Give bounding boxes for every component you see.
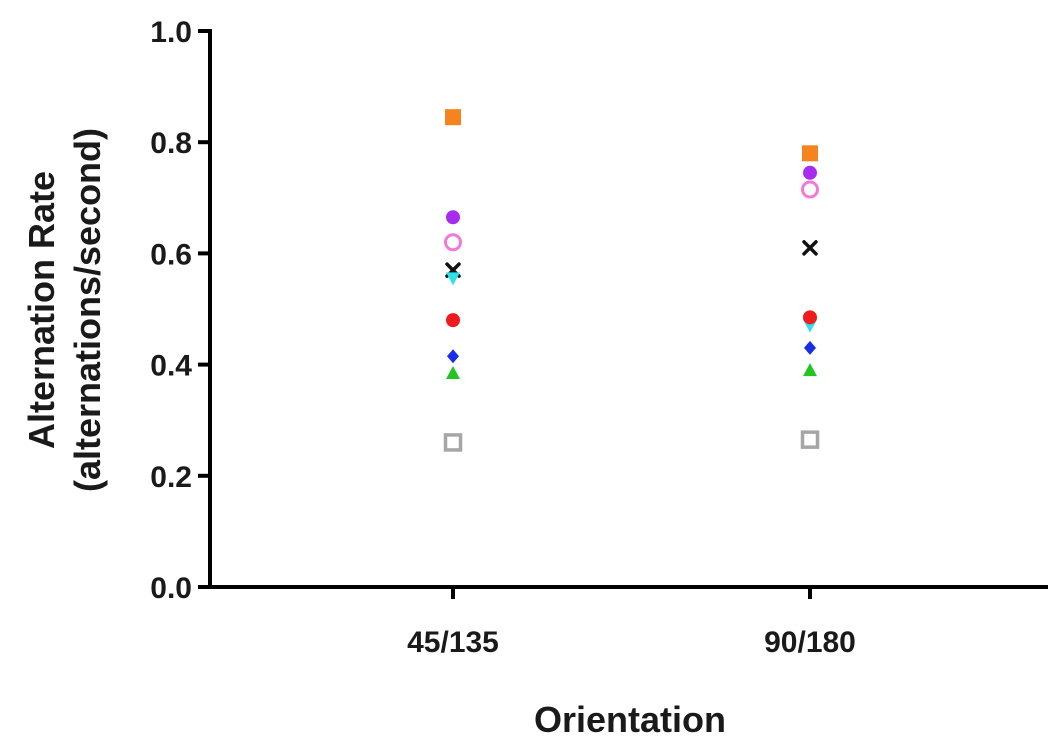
y-axis-title: Alternation Rate (alternations/second) [21, 128, 108, 492]
y-tick-label: 0.4 [150, 350, 192, 383]
data-point [800, 430, 820, 449]
data-point [447, 349, 459, 364]
data-point [446, 313, 460, 328]
data-point [802, 240, 818, 256]
x-tick-label: 90/180 [764, 626, 856, 659]
data-point [801, 180, 819, 199]
y-tick-label: 0.6 [150, 238, 192, 271]
data-point [443, 433, 463, 452]
x-axis: 45/135 90/180 [208, 585, 1048, 659]
data-point [803, 363, 817, 377]
y-tick-label: 0.8 [150, 127, 192, 160]
data-point [446, 365, 460, 379]
data-point [446, 272, 460, 286]
y-tick-label: 0.0 [150, 572, 192, 605]
data-point [802, 145, 818, 162]
data-point [804, 340, 816, 355]
data-point [444, 233, 462, 252]
y-axis: 0.0 0.2 0.4 0.6 0.8 1.0 [150, 16, 212, 605]
x-axis-title: Orientation [534, 699, 726, 740]
y-tick-label: 1.0 [150, 16, 192, 49]
x-tick-label: 45/135 [407, 626, 499, 659]
data-point [445, 109, 461, 126]
data-points [443, 109, 820, 452]
data-point [803, 165, 817, 180]
y-tick-label: 0.2 [150, 461, 192, 494]
y-axis-title-line-2: (alternations/second) [67, 128, 108, 492]
data-point [446, 210, 460, 225]
data-point [803, 310, 817, 325]
y-axis-title-line-1: Alternation Rate [21, 171, 62, 449]
